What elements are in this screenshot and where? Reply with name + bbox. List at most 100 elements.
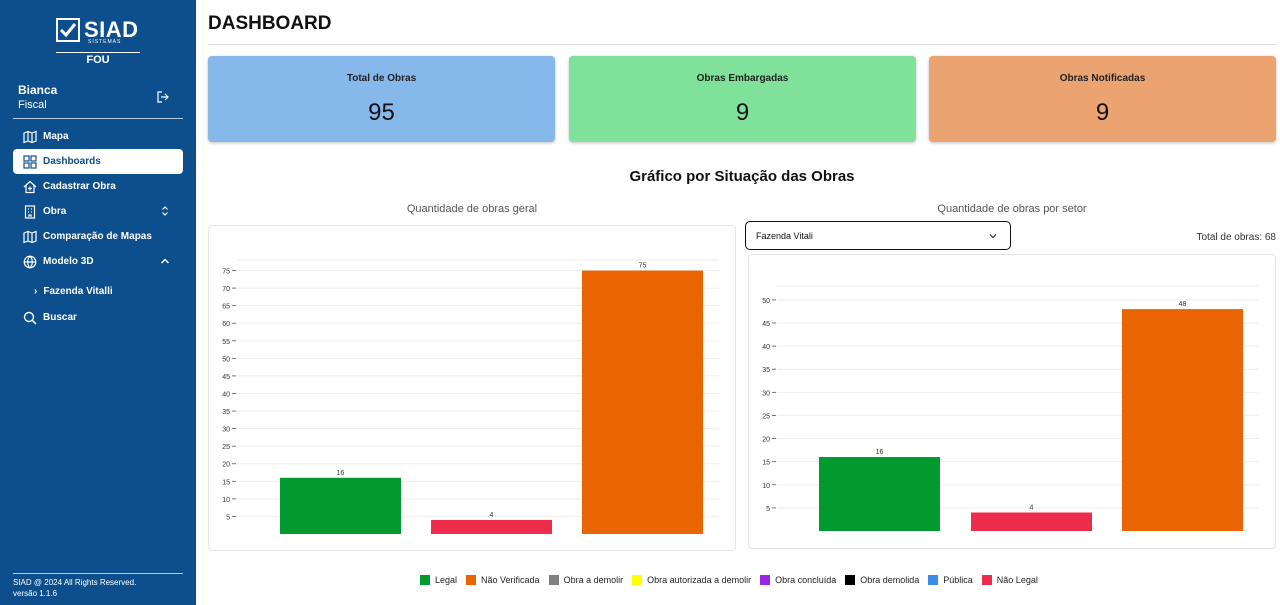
legend-label: Pública xyxy=(943,575,973,585)
legend-item[interactable]: Obra a demolir xyxy=(548,575,624,585)
brand-name: SIAD xyxy=(84,17,139,42)
legend-label: Não Legal xyxy=(996,575,1038,585)
bar-n-o-legal xyxy=(971,512,1092,531)
chevron-down-icon xyxy=(989,234,997,239)
legend-label: Obra a demolir xyxy=(563,575,624,585)
dashboard-grid-icon xyxy=(23,154,37,169)
sidebar-item-mapa[interactable]: Mapa xyxy=(13,124,183,149)
y-tick-label: 10 xyxy=(222,497,230,504)
legend-label: Obra demolida xyxy=(860,575,920,585)
map-icon xyxy=(23,230,37,243)
sidebar-item-modelo-3d[interactable]: Modelo 3D xyxy=(13,249,183,274)
chart-right-subtitle: Quantidade de obras por setor xyxy=(937,203,1087,215)
card-total-obras: Total de Obras 95 xyxy=(208,56,555,142)
bar-legal xyxy=(280,477,401,534)
y-tick-label: 15 xyxy=(762,460,770,467)
bar-data-label: 48 xyxy=(1179,301,1187,308)
bar-data-label: 16 xyxy=(337,470,345,477)
y-tick-label: 55 xyxy=(222,339,230,346)
house-add-icon xyxy=(23,180,37,193)
card-obras-embargadas: Obras Embargadas 9 xyxy=(569,56,916,142)
logout-icon[interactable] xyxy=(157,91,169,103)
y-tick-label: 30 xyxy=(762,390,770,397)
legend-label: Legal xyxy=(435,575,458,585)
page-title: DASHBOARD xyxy=(208,13,332,34)
sidebar-item-label: Modelo 3D xyxy=(43,256,94,267)
sidebar-item-label: Buscar xyxy=(43,312,77,323)
legend-swatch xyxy=(760,575,771,585)
sidebar-item-label: Obra xyxy=(43,206,67,217)
y-tick-label: 50 xyxy=(222,356,230,363)
y-tick-label: 45 xyxy=(762,321,770,328)
siad-logo: SIAD SISTEMAS FOU xyxy=(56,18,140,68)
y-tick-label: 25 xyxy=(222,444,230,451)
legend-swatch xyxy=(981,575,992,585)
legend-swatch xyxy=(548,575,559,585)
sidebar-item-obra[interactable]: Obra xyxy=(13,199,183,224)
footer-copyright: SIAD @ 2024 All Rights Reserved. xyxy=(13,578,137,587)
card-label: Obras Embargadas xyxy=(696,73,789,84)
legend-item[interactable]: Obra autorizada a demolir xyxy=(632,575,751,585)
bar-legal xyxy=(819,457,940,531)
legend-swatch xyxy=(420,575,430,585)
y-tick-label: 60 xyxy=(222,321,230,328)
brand-sub: SISTEMAS xyxy=(88,39,122,45)
sidebar-item-buscar[interactable]: Buscar xyxy=(13,305,183,330)
y-tick-label: 70 xyxy=(222,286,230,293)
y-tick-label: 65 xyxy=(222,304,230,311)
chart-legend: Legal Não Verificada Obra a demolir Obra au… xyxy=(420,575,1047,585)
legend-item[interactable]: Pública xyxy=(928,575,973,585)
sidebar-subitem-fazenda-vitalli[interactable]: › Fazenda Vitalli xyxy=(34,286,113,297)
check-logo-icon xyxy=(56,18,80,42)
y-tick-label: 75 xyxy=(222,269,230,276)
bar-data-label: 16 xyxy=(876,449,884,456)
bar-n-o-verificada xyxy=(1122,309,1243,531)
card-label: Obras Notificadas xyxy=(1059,73,1146,84)
legend-item[interactable]: Não Verificada xyxy=(466,575,540,585)
user-name: Bianca xyxy=(18,83,58,97)
building-icon xyxy=(24,204,36,219)
title-divider xyxy=(208,44,1276,45)
legend-item[interactable]: Obra demolida xyxy=(845,575,919,585)
legend-swatch xyxy=(466,575,477,585)
y-tick-label: 40 xyxy=(222,391,230,398)
chevron-up-down-icon xyxy=(162,206,168,216)
user-role: Fiscal xyxy=(18,99,47,111)
legend-label: Obra concluída xyxy=(775,575,837,585)
footer-version: versão 1.1.6 xyxy=(13,589,58,598)
card-label: Total de Obras xyxy=(346,73,417,84)
legend-item[interactable]: Não Legal xyxy=(981,575,1038,585)
y-tick-label: 20 xyxy=(222,462,230,469)
y-tick-label: 10 xyxy=(762,483,770,490)
sidebar-item-label: Comparação de Mapas xyxy=(43,231,152,242)
sidebar: SIAD SISTEMAS FOU Bianca Fiscal Mapa Das… xyxy=(0,0,196,605)
sidebar-item-dashboards[interactable]: Dashboards xyxy=(13,149,183,174)
sidebar-item-label: Mapa xyxy=(43,131,69,142)
sidebar-divider xyxy=(13,118,183,119)
bar-n-o-legal xyxy=(431,519,552,534)
sidebar-subitem-label: Fazenda Vitalli xyxy=(43,286,113,297)
sidebar-item-label: Cadastrar Obra xyxy=(43,181,116,192)
chart-right-container: 5 10 15 20 25 30 35 40 45 50 16 4 48 xyxy=(748,254,1276,549)
map-icon xyxy=(23,130,37,143)
sector-select-value: Fazenda Vitali xyxy=(756,230,813,241)
chevron-up-icon xyxy=(161,258,169,264)
legend-item[interactable]: Obra concluída xyxy=(760,575,836,585)
chart-left-container: 5 10 15 20 25 30 35 40 45 50 55 60 65 70 75 16 4 75 xyxy=(208,225,736,551)
sidebar-item-label: Dashboards xyxy=(43,156,101,167)
chart-right: 5 10 15 20 25 30 35 40 45 50 16 4 48 xyxy=(762,285,1259,531)
bar-n-o-verificada xyxy=(582,270,703,534)
legend-item[interactable]: Legal xyxy=(420,575,457,585)
sidebar-item-comparacao-mapas[interactable]: Comparação de Mapas xyxy=(13,224,183,249)
legend-label: Não Verificada xyxy=(481,575,540,585)
legend-swatch xyxy=(928,575,939,585)
sector-select[interactable]: Fazenda Vitali xyxy=(745,221,1011,250)
logo-divider xyxy=(56,52,140,53)
y-tick-label: 25 xyxy=(762,413,770,420)
sidebar-item-cadastrar-obra[interactable]: Cadastrar Obra xyxy=(13,174,183,199)
card-value: 95 xyxy=(368,99,395,126)
y-tick-label: 30 xyxy=(222,427,230,434)
legend-label: Obra autorizada a demolir xyxy=(647,575,752,585)
y-tick-label: 35 xyxy=(222,409,230,416)
section-title: Gráfico por Situação das Obras xyxy=(629,168,855,185)
